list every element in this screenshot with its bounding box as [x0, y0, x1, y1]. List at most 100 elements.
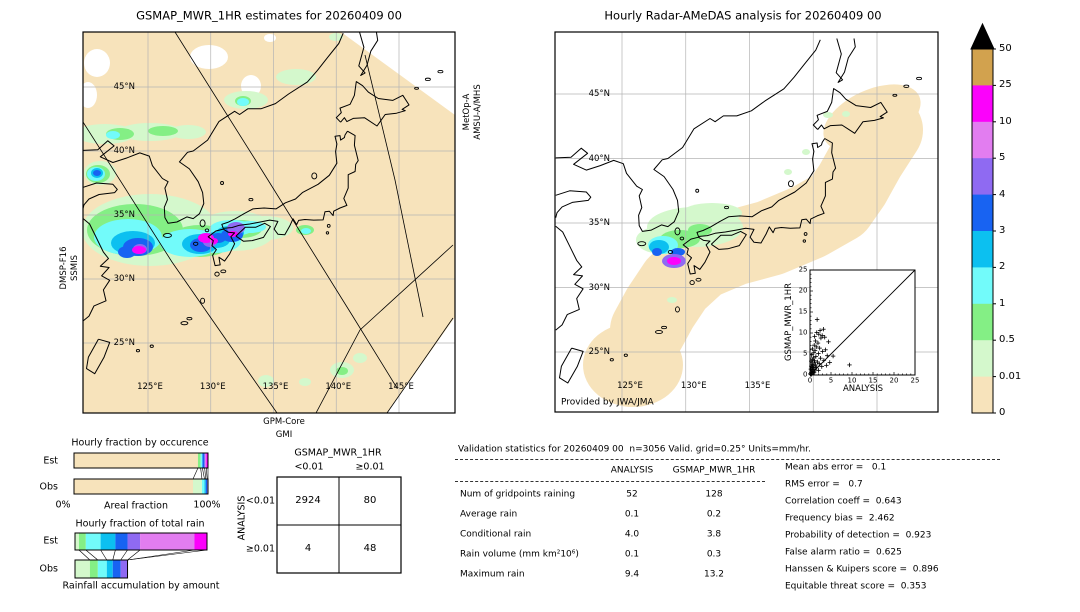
fraction-flow-line	[192, 467, 199, 480]
inset-xlabel: ANALYSIS	[842, 383, 884, 394]
contingency-cell-01: 80	[363, 495, 377, 506]
rain-blob	[237, 98, 249, 106]
right-map-title: Hourly Radar-AMeDAS analysis for 2026040…	[604, 8, 882, 23]
fraction-bar-segment	[97, 560, 107, 578]
fraction-flow-line	[78, 549, 91, 561]
right-map-lat-tick: 30°N	[588, 282, 610, 293]
stat-gsmap-value: 0.2	[706, 509, 722, 520]
coastline	[812, 88, 888, 134]
island-outline	[163, 233, 172, 238]
radar-coverage-swath	[610, 92, 923, 368]
rain-blob	[784, 169, 792, 175]
fraction-bar-segment	[194, 533, 207, 550]
fraction-bar-segment	[74, 479, 193, 494]
right-map-lon-tick: 125°E	[617, 380, 643, 391]
stat-analysis-value: 0.1	[624, 549, 640, 560]
no-data-patch	[84, 49, 110, 77]
contingency-col-label-lt: <0.01	[294, 461, 324, 473]
coastline	[86, 338, 111, 375]
rain-blob	[148, 126, 178, 136]
fraction-bar-segment	[200, 453, 203, 468]
coastline	[682, 236, 711, 275]
sensor-label-ssmis: SSMIS	[69, 254, 80, 282]
coastline	[335, 81, 410, 127]
fraction-bar-segment	[78, 533, 86, 550]
fraction-bar-segment	[75, 560, 90, 578]
fraction-flow-line	[85, 549, 99, 561]
colorbar-segment	[972, 194, 993, 232]
coastline	[555, 39, 821, 232]
island-outline	[326, 224, 331, 228]
occurrence-xtick-0: 0%	[55, 499, 71, 511]
island-outline	[220, 181, 224, 185]
colorbar-tick-label: 10	[999, 115, 1012, 127]
coastline	[83, 182, 118, 211]
fraction-flow-line	[112, 549, 116, 561]
left-map-lat-tick: 40°N	[113, 145, 135, 156]
stat-analysis-value: 0.1	[624, 509, 640, 520]
swath-boundary-line	[386, 317, 454, 413]
fraction-flow-line	[127, 549, 141, 561]
rain-blob	[258, 375, 274, 387]
no-data-patch	[190, 45, 228, 69]
right-map-lon-tick: 130°E	[680, 380, 707, 391]
rain-blob	[667, 257, 681, 265]
score-line: RMS error = 0.7	[785, 479, 863, 490]
island-outline	[655, 329, 663, 335]
colorbar-tick-label: 50	[999, 43, 1012, 54]
totalrain-caption: Rainfall accumulation by amount	[62, 580, 220, 592]
coastline	[835, 38, 856, 83]
left-map-title: GSMAP_MWR_1HR estimates for 20260409 00	[136, 8, 402, 23]
stat-row-label: Average rain	[460, 509, 518, 520]
inset-y-tick-label: 20	[798, 286, 808, 295]
island-outline	[667, 249, 674, 255]
inset-y-tick-label: 5	[803, 349, 808, 358]
right-map	[555, 32, 938, 412]
contingency-cell-11: 48	[363, 543, 377, 554]
island-outline	[180, 321, 189, 326]
colorbar-tick-label: 3	[999, 225, 1006, 236]
island-outline	[437, 69, 444, 74]
fraction-bar-segment	[201, 479, 205, 494]
colorbar-segment	[972, 85, 993, 123]
island-outline	[892, 93, 898, 97]
fraction-flow-line	[200, 467, 203, 480]
island-outline	[695, 188, 700, 193]
sensor-label-gmi: GMI	[275, 429, 293, 440]
colorbar-tick-label: 0	[999, 407, 1006, 418]
fraction-bar-outline	[73, 478, 209, 495]
colorbar-segment	[972, 121, 993, 159]
inset-y-tick-label: 15	[798, 307, 808, 316]
island-outline	[311, 172, 318, 180]
fraction-bar-outline	[73, 452, 209, 469]
fraction-bar-segment	[75, 533, 79, 550]
fraction-bar-segment	[74, 453, 198, 468]
rain-blob	[170, 125, 206, 139]
colorbar-tick-label: 4	[999, 188, 1006, 200]
island-outline	[724, 205, 729, 210]
fraction-bar-segment	[192, 479, 202, 494]
island-outline	[135, 349, 141, 353]
inset-y-tick-label: 25	[798, 265, 808, 274]
colorbar-tick-label: 0.01	[999, 370, 1022, 382]
island-outline	[424, 77, 431, 81]
contingency-row-label-lt: <0.01	[245, 495, 275, 507]
fraction-flow-line	[205, 467, 208, 480]
colorbar-tick-label: 1	[999, 297, 1006, 309]
contingency-cell-10: 4	[304, 543, 312, 554]
island-outline	[193, 241, 199, 246]
validation-col-gsmap: GSMAP_MWR_1HR	[672, 465, 756, 476]
no-data-patch	[83, 82, 97, 108]
island-outline	[623, 353, 628, 357]
island-outline	[248, 197, 254, 202]
island-outline	[637, 241, 647, 247]
stat-gsmap-value: 3.8	[706, 529, 722, 540]
score-line: Correlation coeff = 0.643	[785, 496, 902, 507]
coastline	[555, 190, 592, 218]
swath-boundary-line	[315, 244, 454, 413]
fraction-bar-segment	[120, 560, 128, 578]
totalrain-est-label: Est	[43, 535, 58, 547]
score-line: Equitable threat score = 0.353	[785, 581, 927, 592]
colorbar-segment	[972, 231, 993, 268]
